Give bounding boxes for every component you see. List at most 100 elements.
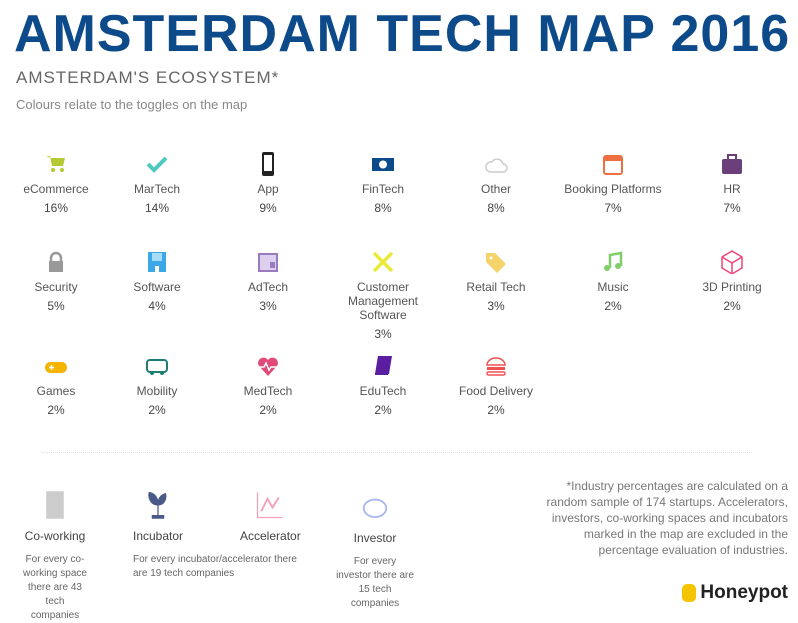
industry-percent: 5% bbox=[47, 299, 65, 313]
industry-percent: 8% bbox=[487, 201, 505, 215]
industry-label: Music bbox=[597, 280, 629, 294]
industry-item: 3D Printing 2% bbox=[672, 248, 792, 313]
industry-label: eCommerce bbox=[23, 182, 89, 196]
industry-percent: 16% bbox=[43, 201, 69, 215]
industry-item: Booking Platforms 7% bbox=[553, 150, 673, 215]
industry-item: Games 2% bbox=[0, 352, 116, 417]
cart-icon bbox=[46, 156, 65, 172]
industry-percent: 3% bbox=[374, 327, 392, 341]
music-icon bbox=[604, 251, 623, 271]
legend-item: Co-working For every co-working space th… bbox=[20, 490, 90, 623]
industry-label: Security bbox=[34, 280, 78, 294]
sprout-icon bbox=[148, 491, 167, 519]
icon-wrap bbox=[672, 150, 792, 176]
gamepad-icon bbox=[45, 362, 67, 373]
icon-wrap bbox=[208, 352, 328, 378]
heart-pulse-icon bbox=[258, 357, 278, 376]
legend-desc: For every investor there are 15 tech com… bbox=[336, 556, 414, 609]
industry-label: MedTech bbox=[243, 384, 293, 398]
industry-percent: 2% bbox=[47, 403, 65, 417]
legend-item: Investor For every investor there are 15… bbox=[335, 492, 415, 611]
industry-item: HR 7% bbox=[672, 150, 792, 215]
colour-note: Colours relate to the toggles on the map bbox=[16, 97, 248, 112]
industry-label: App bbox=[257, 182, 279, 196]
chart-line-icon bbox=[256, 492, 283, 519]
legend-label: Co-working bbox=[24, 529, 86, 543]
industry-label: Software bbox=[133, 280, 181, 294]
industry-label: Retail Tech bbox=[466, 280, 526, 294]
industry-percent: 2% bbox=[723, 299, 741, 313]
industry-item: Retail Tech 3% bbox=[436, 248, 556, 313]
icon-wrap bbox=[323, 150, 443, 176]
icon-wrap bbox=[323, 352, 443, 378]
icon-wrap bbox=[97, 248, 217, 274]
industry-percent: 2% bbox=[604, 299, 622, 313]
industry-label: Games bbox=[36, 384, 76, 398]
lock-icon bbox=[49, 251, 63, 272]
industry-percent: 3% bbox=[259, 299, 277, 313]
legend-desc: For every co-working space there are 43 … bbox=[23, 554, 87, 621]
industry-item: Customer Management Software 3% bbox=[338, 248, 428, 341]
legend-item: Incubator For every incubator/accelerato… bbox=[133, 490, 308, 581]
newspaper-icon bbox=[258, 253, 278, 272]
page-title: AMSTERDAM TECH MAP 2016 bbox=[14, 5, 791, 63]
honeypot-logo: Honeypot bbox=[682, 582, 788, 604]
industry-percent: 8% bbox=[374, 201, 392, 215]
icon-wrap bbox=[0, 248, 116, 274]
icon-wrap bbox=[553, 248, 673, 274]
piggy-bank-icon bbox=[362, 498, 388, 518]
cloud-icon bbox=[485, 158, 508, 173]
industry-percent: 2% bbox=[259, 403, 277, 417]
icon-wrap bbox=[0, 352, 116, 378]
industry-label: Customer Management Software bbox=[347, 280, 419, 322]
industry-label: Mobility bbox=[136, 384, 178, 398]
industry-percent: 2% bbox=[374, 403, 392, 417]
icon-wrap bbox=[208, 150, 328, 176]
industry-label: Booking Platforms bbox=[564, 182, 662, 196]
industry-percent: 3% bbox=[487, 299, 505, 313]
check-icon bbox=[146, 156, 168, 173]
calendar-icon bbox=[603, 155, 623, 175]
industry-percent: 9% bbox=[259, 201, 277, 215]
industry-item: Security 5% bbox=[0, 248, 116, 313]
legend-label: Incubator bbox=[133, 529, 184, 543]
industry-label: 3D Printing bbox=[702, 280, 762, 294]
tools-icon bbox=[372, 251, 394, 273]
industry-item: eCommerce 16% bbox=[0, 150, 116, 215]
icon-wrap bbox=[338, 248, 428, 274]
phone-icon bbox=[262, 152, 274, 176]
burger-icon bbox=[486, 357, 506, 376]
industry-label: Other bbox=[480, 182, 511, 196]
industry-item: FinTech 8% bbox=[323, 150, 443, 215]
cube-icon bbox=[721, 250, 743, 274]
icon-wrap bbox=[553, 150, 673, 176]
icon-wrap bbox=[436, 248, 556, 274]
industry-percent: 14% bbox=[144, 201, 170, 215]
legend-label: Investor bbox=[353, 531, 397, 545]
briefcase-icon bbox=[722, 154, 742, 174]
industry-label: FinTech bbox=[361, 182, 405, 196]
industry-item: Mobility 2% bbox=[97, 352, 217, 417]
book-icon bbox=[375, 356, 392, 375]
icon-wrap bbox=[208, 248, 328, 274]
industry-item: AdTech 3% bbox=[208, 248, 328, 313]
industry-item: App 9% bbox=[208, 150, 328, 215]
industry-percent: 7% bbox=[723, 201, 741, 215]
industry-item: Music 2% bbox=[553, 248, 673, 313]
icon-wrap bbox=[97, 150, 217, 176]
icon-wrap bbox=[672, 248, 792, 274]
industry-item: Food Delivery 2% bbox=[436, 352, 556, 417]
industry-item: MedTech 2% bbox=[208, 352, 328, 417]
legend-item: Accelerator bbox=[240, 490, 301, 553]
building-icon bbox=[46, 491, 64, 519]
legend-label: Accelerator bbox=[240, 529, 301, 543]
industry-item: MarTech 14% bbox=[97, 150, 217, 215]
industry-label: AdTech bbox=[247, 280, 289, 294]
industry-item: Software 4% bbox=[97, 248, 217, 313]
bear-icon bbox=[682, 584, 697, 602]
industry-percent: 4% bbox=[148, 299, 166, 313]
icon-wrap bbox=[0, 150, 116, 176]
industry-item: EduTech 2% bbox=[323, 352, 443, 417]
icon-wrap bbox=[97, 352, 217, 378]
icon-wrap bbox=[436, 352, 556, 378]
